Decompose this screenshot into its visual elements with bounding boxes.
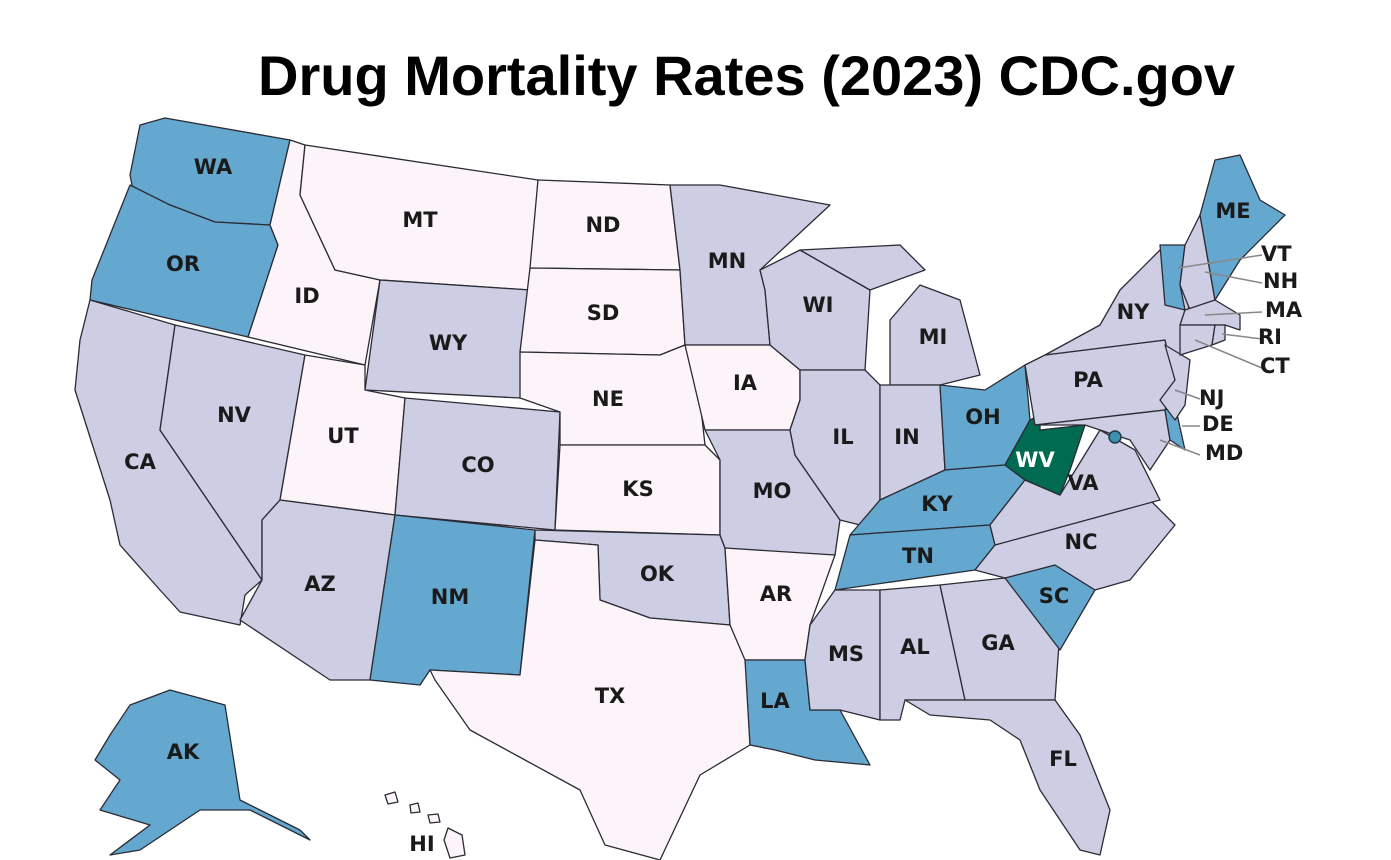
state-label: SD bbox=[587, 301, 620, 325]
state-label: OH bbox=[965, 405, 1000, 429]
state-shape bbox=[429, 539, 751, 860]
state-label: FL bbox=[1049, 747, 1077, 771]
state-label: NV bbox=[217, 403, 252, 427]
state-label: MA bbox=[1265, 298, 1303, 322]
leader-line bbox=[1159, 439, 1201, 456]
state-label: MI bbox=[919, 325, 948, 349]
state-label: AR bbox=[760, 582, 792, 606]
state-label: MS bbox=[828, 642, 864, 666]
state-shape bbox=[1199, 154, 1286, 301]
state-label: OK bbox=[640, 562, 675, 586]
state-label: ME bbox=[1215, 199, 1250, 223]
leader-line bbox=[1177, 254, 1263, 269]
leader-line bbox=[1221, 333, 1263, 340]
state-shape bbox=[1179, 324, 1216, 356]
state-label: NE bbox=[592, 387, 624, 411]
state-label: ID bbox=[294, 284, 319, 308]
state-label: LA bbox=[760, 689, 790, 713]
state-shape bbox=[409, 802, 421, 814]
state-shape bbox=[974, 499, 1176, 591]
state-label: VT bbox=[1261, 242, 1292, 266]
state-label: CT bbox=[1260, 354, 1290, 378]
leader-line bbox=[1194, 339, 1263, 369]
state-label: OR bbox=[166, 252, 200, 276]
state-shape bbox=[1159, 244, 1186, 311]
state-shape bbox=[94, 689, 311, 856]
state-label: AK bbox=[167, 740, 200, 764]
state-label: MO bbox=[753, 479, 792, 503]
state-label: WA bbox=[194, 155, 233, 179]
state-label: IA bbox=[733, 371, 758, 395]
state-label: NY bbox=[1117, 300, 1151, 324]
state-label: AZ bbox=[304, 572, 335, 596]
state-shape bbox=[904, 699, 1111, 856]
state-label: PA bbox=[1073, 368, 1103, 392]
state-label: NC bbox=[1065, 530, 1098, 554]
state-label: CA bbox=[124, 450, 156, 474]
state-label: AL bbox=[900, 635, 930, 659]
state-shape bbox=[789, 369, 881, 526]
state-label: HI bbox=[409, 832, 434, 856]
leader-line bbox=[1204, 271, 1263, 284]
state-label: NM bbox=[431, 585, 469, 609]
state-label: IN bbox=[894, 425, 919, 449]
states bbox=[74, 117, 1286, 860]
state-label: SC bbox=[1039, 584, 1070, 608]
state-label: TN bbox=[902, 544, 934, 568]
state-label: WY bbox=[429, 331, 468, 355]
state-label: CO bbox=[461, 453, 494, 477]
state-label: GA bbox=[981, 631, 1015, 655]
state-label: MN bbox=[708, 249, 746, 273]
leader-line bbox=[1204, 311, 1263, 316]
state-shape bbox=[427, 813, 441, 824]
state-label: NJ bbox=[1199, 386, 1224, 410]
state-shape bbox=[1159, 344, 1191, 421]
leaders bbox=[1159, 254, 1263, 456]
state-label: DE bbox=[1202, 412, 1234, 436]
state-label: WV bbox=[1015, 448, 1055, 472]
state-label: KS bbox=[622, 477, 653, 501]
state-label: UT bbox=[327, 424, 359, 448]
state-label: TX bbox=[595, 684, 626, 708]
state-label: NH bbox=[1263, 269, 1298, 293]
map-title: Drug Mortality Rates (2023) CDC.gov bbox=[258, 44, 1235, 107]
state-shape bbox=[804, 589, 881, 721]
state-label: WI bbox=[803, 293, 834, 317]
state-label: IL bbox=[832, 425, 853, 449]
state-labels: WA OR CA NV ID MT WY UT CO AZ NM ND SD NE KS OK TX MN IA MO… bbox=[124, 155, 1303, 856]
state-label: KY bbox=[921, 492, 953, 516]
state-label: ND bbox=[585, 213, 620, 237]
state-shape bbox=[384, 791, 399, 805]
state-shape bbox=[443, 827, 466, 859]
state-label: VA bbox=[1067, 471, 1099, 495]
dc-marker bbox=[1108, 430, 1122, 444]
state-label: RI bbox=[1258, 325, 1282, 349]
state-shape bbox=[1211, 324, 1226, 346]
state-label: MD bbox=[1205, 441, 1243, 465]
leader-line bbox=[1174, 389, 1201, 400]
state-shape bbox=[799, 244, 926, 291]
state-label: MT bbox=[402, 208, 438, 232]
